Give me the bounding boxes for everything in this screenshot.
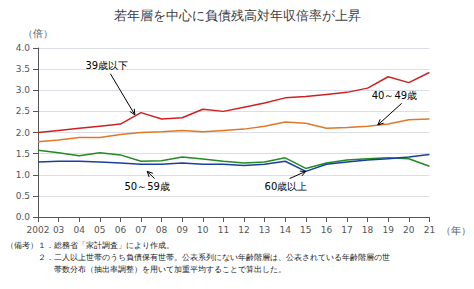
svg-text:10: 10 [197,225,209,235]
svg-text:若年層を中心に負債残高対年収倍率が上昇: 若年層を中心に負債残高対年収倍率が上昇 [114,8,361,23]
svg-text:２．二人以上世帯のうち負債保有世帯。公表系列にない年齢階層は: ２．二人以上世帯のうち負債保有世帯。公表系列にない年齢階層は、公表されている年齢… [6,253,390,262]
svg-text:17: 17 [341,225,352,235]
svg-text:4.0: 4.0 [16,43,31,53]
svg-text:0.5: 0.5 [16,191,30,201]
svg-text:13: 13 [259,225,270,235]
svg-text:帯数分布（抽出率調整）を用いて加重平均することで算出した。: 帯数分布（抽出率調整）を用いて加重平均することで算出した。 [6,265,286,274]
svg-text:2.5: 2.5 [16,106,30,116]
svg-text:12: 12 [238,225,249,235]
svg-text:11: 11 [218,225,229,235]
svg-text:08: 08 [156,225,168,235]
svg-text:0.0: 0.0 [16,212,31,222]
svg-text:60歳以上: 60歳以上 [265,181,308,192]
svg-text:06: 06 [115,225,127,235]
svg-text:05: 05 [94,225,105,235]
svg-text:2.0: 2.0 [16,128,31,138]
svg-text:09: 09 [176,225,188,235]
svg-text:39歳以下: 39歳以下 [85,60,128,71]
svg-text:（倍）: （倍） [23,28,53,39]
svg-text:04: 04 [73,225,85,235]
svg-text:16: 16 [321,225,333,235]
svg-text:2002: 2002 [27,225,50,235]
svg-text:1.5: 1.5 [16,149,30,159]
svg-text:（備考）１．総務省「家計調査」により作成。: （備考）１．総務省「家計調査」により作成。 [6,241,174,250]
svg-text:20: 20 [403,225,415,235]
svg-text:50～59歳: 50～59歳 [125,181,170,192]
svg-text:15: 15 [300,225,311,235]
svg-text:21: 21 [424,225,435,235]
svg-text:3.0: 3.0 [16,85,31,95]
svg-text:1.0: 1.0 [16,170,31,180]
svg-text:03: 03 [53,225,64,235]
svg-text:19: 19 [382,225,394,235]
svg-text:（年）: （年） [441,225,471,236]
svg-text:40～49歳: 40～49歳 [372,90,417,101]
svg-text:18: 18 [362,225,374,235]
svg-text:07: 07 [135,225,146,235]
svg-text:3.5: 3.5 [16,64,30,74]
svg-text:14: 14 [279,225,291,235]
